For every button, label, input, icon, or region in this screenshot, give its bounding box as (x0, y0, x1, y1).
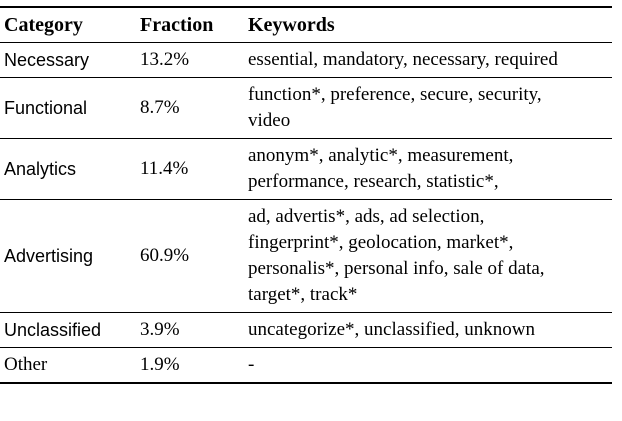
keyword-line: performance, research, statistic*, (248, 171, 499, 192)
fraction-cell: 8.7% (136, 77, 244, 139)
category-cell: Necessary (0, 42, 136, 78)
keyword-line: - (248, 354, 255, 375)
table-row: Unclassified 3.9% uncategorize*, unclassif… (0, 312, 612, 348)
keyword-line: fingerprint*, geolocation, market*, (248, 232, 514, 253)
keywords-cell: anonym*, analytic*, measurement, performa… (244, 138, 612, 200)
table-row: Functional 8.7% function*, preference, sec… (0, 77, 612, 139)
keyword-line: ad, advertis*, ads, ad selection, (248, 206, 485, 227)
fraction-cell: 13.2% (136, 42, 244, 78)
category-cell: Advertising (0, 199, 136, 313)
header-cell: Keywords (248, 13, 335, 36)
header-cell: Fraction (140, 13, 214, 36)
keyword-line: anonym*, analytic*, measurement, (248, 145, 514, 166)
keyword-line: target*, track* (248, 284, 358, 305)
keywords-cell: ad, advertis*, ads, ad selection, fingerp… (244, 199, 612, 313)
fraction-cell: 3.9% (136, 312, 244, 348)
keywords-cell: function*, preference, secure, security,… (244, 77, 612, 139)
keyword-line: personalis*, personal info, sale of data… (248, 258, 545, 279)
category-cell: Unclassified (0, 312, 136, 348)
fraction-cell: 11.4% (136, 138, 244, 200)
category-cell: Analytics (0, 138, 136, 200)
table-row: Necessary 13.2% essential, mandatory, nece… (0, 42, 612, 78)
category-cell: Other (0, 347, 136, 383)
keywords-cell: - (244, 347, 612, 383)
keywords-cell: uncategorize*, unclassified, unknown (244, 312, 612, 348)
table-row: Analytics 11.4% anonym*, analytic*, measur… (0, 138, 612, 200)
category-cell: Functional (0, 77, 136, 139)
keyword-line: essential, mandatory, necessary, require… (248, 49, 558, 70)
header-row: Category Fraction Keywords (0, 7, 612, 43)
keyword-table: Category Fraction Keywords Necessary 13.2… (0, 6, 612, 384)
fraction-cell: 60.9% (136, 199, 244, 313)
keyword-line: uncategorize*, unclassified, unknown (248, 319, 536, 340)
keywords-cell: essential, mandatory, necessary, require… (244, 42, 612, 78)
keyword-line: video (248, 110, 291, 131)
keyword-line: function*, preference, secure, security, (248, 84, 542, 105)
fraction-cell: 1.9% (136, 347, 244, 383)
header-cell: Category (4, 13, 83, 36)
table-body: Necessary 13.2% essential, mandatory, nece… (0, 42, 612, 383)
table-row: Other 1.9% - (0, 347, 612, 383)
table-row: Advertising 60.9% ad, advertis*, ads, ad s… (0, 199, 612, 313)
